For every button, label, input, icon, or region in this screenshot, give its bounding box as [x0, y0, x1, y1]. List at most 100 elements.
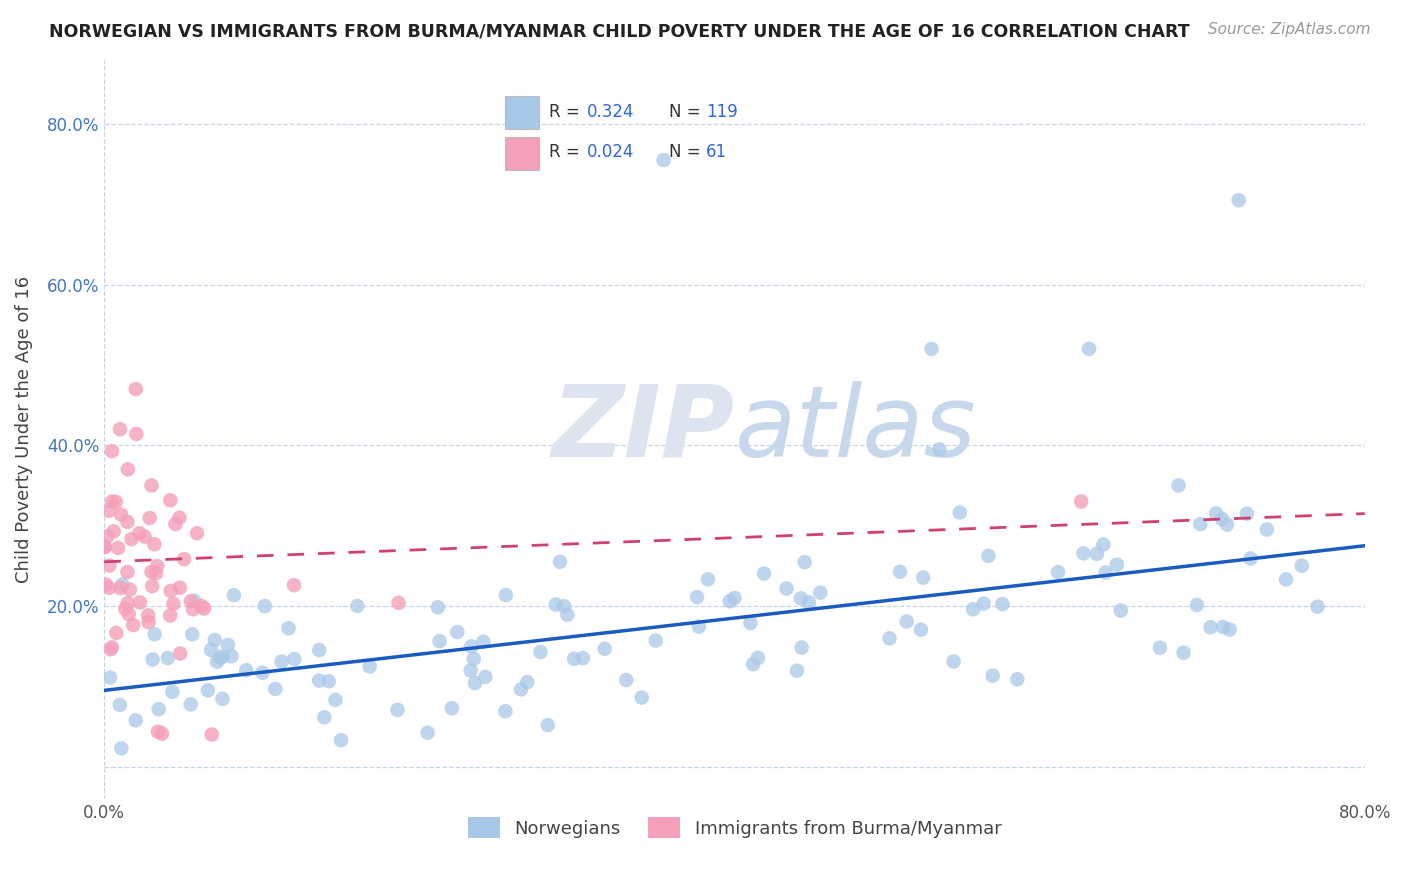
Point [572, 651, 595, 665]
Point [145, 566, 167, 581]
Text: atlas: atlas [734, 381, 976, 478]
Point [143, 627, 166, 641]
Point [1306, 599, 1329, 614]
Point [510, 682, 533, 697]
Text: 0.324: 0.324 [588, 103, 634, 121]
Point [544, 598, 567, 612]
Point [652, 153, 675, 167]
Point [991, 597, 1014, 611]
Point [200, 643, 222, 657]
Point [387, 596, 409, 610]
Point [101, 494, 124, 508]
Point [1149, 640, 1171, 655]
Point [125, 427, 148, 442]
Point [555, 607, 578, 622]
Text: ZIP: ZIP [551, 381, 734, 478]
Point [98, 558, 121, 573]
Point [114, 602, 136, 616]
Point [1211, 512, 1233, 526]
Text: NORWEGIAN VS IMMIGRANTS FROM BURMA/MYANMAR CHILD POVERTY UNDER THE AGE OF 16 COR: NORWEGIAN VS IMMIGRANTS FROM BURMA/MYANM… [49, 22, 1189, 40]
Point [162, 597, 184, 611]
Point [1105, 558, 1128, 572]
Point [1256, 523, 1278, 537]
Point [688, 620, 710, 634]
Point [808, 585, 831, 599]
Text: N =: N = [669, 143, 706, 161]
Point [118, 607, 141, 622]
Point [277, 621, 299, 635]
Point [169, 510, 191, 524]
Text: R =: R = [548, 103, 585, 121]
Point [742, 657, 765, 672]
Point [117, 462, 139, 476]
Point [537, 718, 560, 732]
Point [1047, 565, 1070, 579]
Point [148, 702, 170, 716]
Point [186, 526, 208, 541]
Point [159, 583, 181, 598]
Point [211, 691, 233, 706]
Point [107, 541, 129, 555]
Point [101, 640, 124, 655]
Point [1185, 598, 1208, 612]
Point [562, 652, 585, 666]
Point [183, 594, 205, 608]
Point [325, 693, 347, 707]
Point [125, 382, 148, 396]
Point [928, 442, 950, 457]
Point [1078, 342, 1101, 356]
Point [105, 626, 128, 640]
Point [1092, 537, 1115, 551]
Point [283, 652, 305, 666]
Point [97, 581, 120, 595]
Point [117, 565, 139, 579]
Point [103, 524, 125, 539]
Point [209, 651, 232, 665]
Point [921, 342, 943, 356]
Point [110, 581, 132, 595]
Point [440, 701, 463, 715]
Point [896, 615, 918, 629]
Point [516, 675, 538, 690]
Point [446, 625, 468, 640]
Point [1212, 620, 1234, 634]
Point [614, 673, 637, 687]
Point [222, 588, 245, 602]
Point [141, 579, 163, 593]
Point [464, 676, 486, 690]
Point [416, 725, 439, 739]
Point [630, 690, 652, 705]
Point [190, 599, 212, 613]
Point [108, 698, 131, 712]
Point [1167, 478, 1189, 492]
Point [696, 572, 718, 586]
Point [134, 529, 156, 543]
Point [173, 552, 195, 566]
Point [122, 618, 145, 632]
Point [93, 540, 115, 554]
Point [159, 608, 181, 623]
Point [142, 652, 165, 666]
Point [143, 537, 166, 551]
Point [146, 559, 169, 574]
Point [165, 516, 187, 531]
Point [270, 655, 292, 669]
Point [314, 710, 336, 724]
Point [118, 582, 141, 597]
Point [180, 698, 202, 712]
Point [686, 590, 709, 604]
Point [797, 595, 820, 609]
Point [169, 647, 191, 661]
Point [1236, 507, 1258, 521]
Point [181, 627, 204, 641]
Point [793, 555, 815, 569]
Point [1275, 573, 1298, 587]
Point [548, 555, 571, 569]
Point [139, 511, 162, 525]
Point [181, 602, 204, 616]
Point [889, 565, 911, 579]
Point [472, 635, 495, 649]
Point [117, 596, 139, 610]
Point [910, 623, 932, 637]
Point [120, 532, 142, 546]
